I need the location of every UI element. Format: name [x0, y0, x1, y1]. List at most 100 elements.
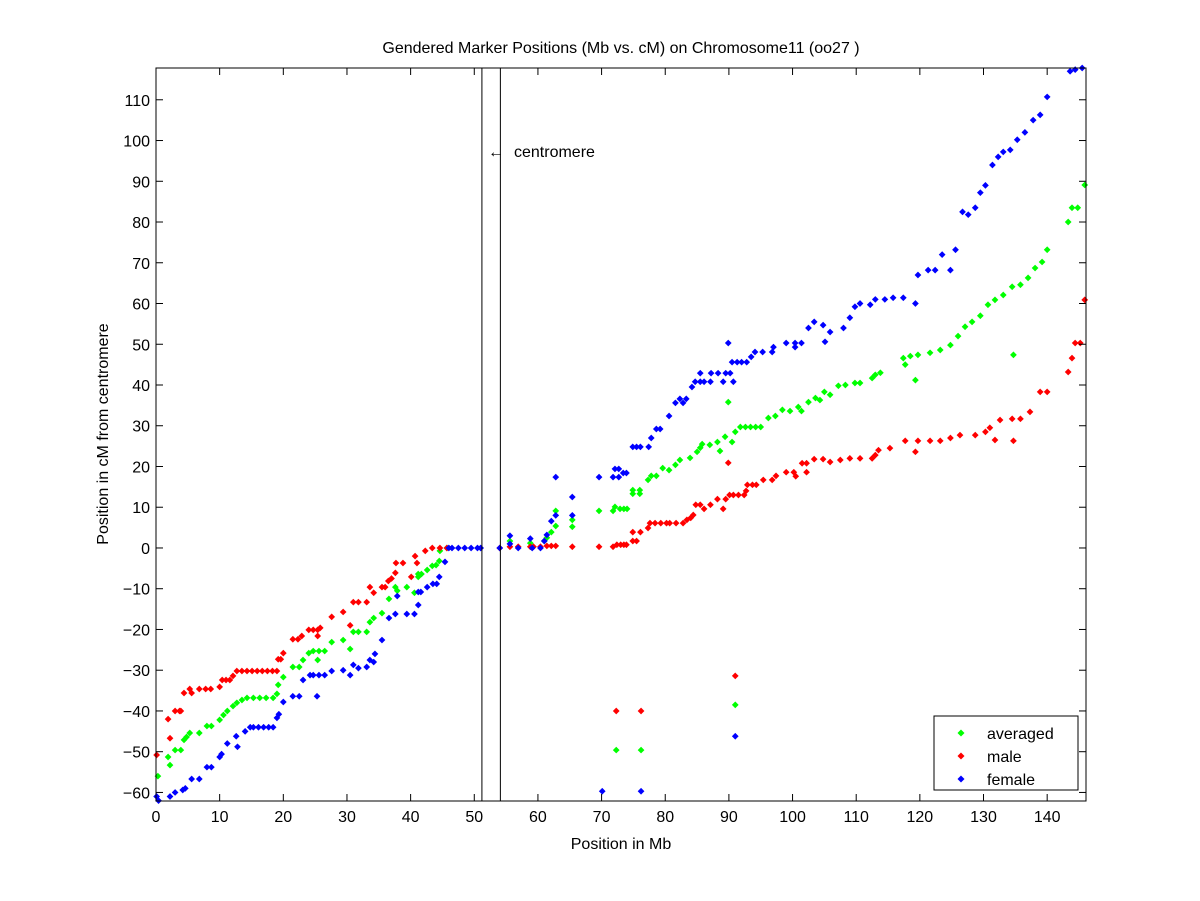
point-male	[707, 501, 714, 509]
point-male	[216, 683, 224, 691]
point-female	[371, 650, 379, 658]
point-male	[1071, 339, 1079, 347]
point-averaged	[954, 332, 962, 340]
point-female	[707, 378, 714, 386]
point-averaged	[328, 638, 336, 646]
point-averaged	[716, 447, 724, 455]
point-male	[768, 476, 776, 484]
point-averaged	[1024, 274, 1032, 282]
point-averaged	[778, 406, 786, 414]
point-averaged	[339, 636, 347, 644]
point-male	[819, 455, 827, 463]
point-female	[738, 358, 745, 366]
point-male	[714, 495, 721, 503]
point-female	[295, 692, 303, 700]
point-female	[665, 412, 673, 420]
point-female	[719, 378, 727, 386]
y-tick-label: 90	[132, 174, 150, 191]
point-female	[289, 692, 297, 700]
point-female	[846, 314, 854, 322]
point-averaged	[223, 707, 231, 715]
point-averaged	[164, 753, 172, 761]
point-averaged	[644, 476, 652, 484]
point-female	[448, 544, 456, 552]
point-female	[547, 517, 555, 525]
point-male	[153, 751, 161, 759]
point-male	[798, 459, 806, 467]
legend-label-female: female	[987, 772, 1035, 789]
point-female	[363, 663, 371, 671]
point-female	[840, 324, 847, 332]
legend: averaged male female	[933, 715, 1079, 791]
point-female	[672, 399, 679, 407]
point-averaged	[595, 507, 603, 515]
legend-marker-female	[957, 775, 965, 783]
point-averaged	[637, 746, 645, 754]
point-male	[264, 667, 271, 675]
point-male	[188, 689, 196, 697]
point-averaged	[315, 647, 323, 655]
point-male	[1043, 388, 1051, 396]
point-averaged	[423, 566, 431, 574]
point-male	[982, 428, 989, 436]
point-female	[223, 740, 231, 747]
point-male	[672, 519, 680, 527]
point-averaged	[1074, 204, 1082, 212]
point-averaged	[229, 702, 237, 710]
point-male	[996, 416, 1004, 424]
point-averaged	[812, 394, 819, 402]
point-female	[467, 544, 475, 552]
point-female	[856, 300, 864, 307]
point-averaged	[871, 371, 879, 379]
point-averaged	[203, 722, 211, 730]
point-averaged	[321, 647, 329, 655]
point-male	[388, 575, 395, 582]
point-averaged	[826, 391, 834, 399]
point-male	[729, 491, 737, 499]
point-female	[313, 692, 321, 700]
point-averaged	[984, 301, 992, 309]
point-averaged	[295, 663, 303, 671]
point-male	[871, 451, 879, 459]
point-male	[258, 667, 266, 675]
point-averaged	[273, 690, 281, 698]
point-male	[836, 456, 844, 464]
point-female	[391, 610, 399, 618]
point-averaged	[731, 428, 739, 436]
point-male	[886, 444, 894, 452]
point-averaged	[305, 649, 313, 657]
point-female	[417, 588, 425, 596]
point-male	[1026, 408, 1034, 416]
point-averaged	[274, 681, 282, 689]
point-female	[346, 671, 354, 679]
point-male	[543, 542, 551, 550]
point-averaged	[1008, 283, 1016, 291]
point-female	[743, 358, 751, 366]
point-male	[1081, 296, 1089, 304]
point-averaged	[636, 486, 644, 494]
point-male	[595, 543, 603, 551]
point-averaged	[901, 361, 909, 368]
point-female	[731, 732, 739, 740]
point-female	[265, 723, 273, 731]
point-averaged	[757, 423, 765, 431]
point-male	[991, 436, 999, 444]
point-averaged	[370, 614, 378, 622]
point-female	[299, 676, 307, 684]
point-female	[234, 743, 241, 751]
point-male	[355, 598, 362, 606]
point-averaged	[216, 716, 224, 724]
point-male	[436, 544, 444, 552]
point-averaged	[623, 505, 631, 513]
point-female	[370, 658, 378, 666]
point-averaged	[665, 466, 673, 474]
point-averaged	[842, 381, 849, 389]
point-female	[691, 378, 699, 386]
point-averaged	[805, 398, 812, 406]
point-male	[912, 448, 919, 456]
point-averaged	[947, 341, 954, 349]
point-female	[454, 544, 462, 552]
point-male	[696, 501, 704, 509]
chart-title: Gendered Marker Positions (Mb vs. cM) on…	[382, 40, 859, 57]
point-male	[782, 468, 790, 476]
